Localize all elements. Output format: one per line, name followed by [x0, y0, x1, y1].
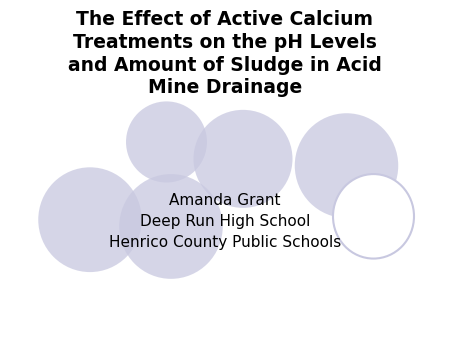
Text: The Effect of Active Calcium
Treatments on the pH Levels
and Amount of Sludge in: The Effect of Active Calcium Treatments …: [68, 10, 382, 97]
Ellipse shape: [38, 167, 142, 272]
Ellipse shape: [119, 174, 223, 279]
Text: Amanda Grant
Deep Run High School
Henrico County Public Schools: Amanda Grant Deep Run High School Henric…: [109, 193, 341, 250]
Ellipse shape: [333, 174, 414, 259]
Ellipse shape: [126, 101, 207, 183]
Ellipse shape: [194, 110, 292, 208]
Ellipse shape: [295, 113, 398, 218]
